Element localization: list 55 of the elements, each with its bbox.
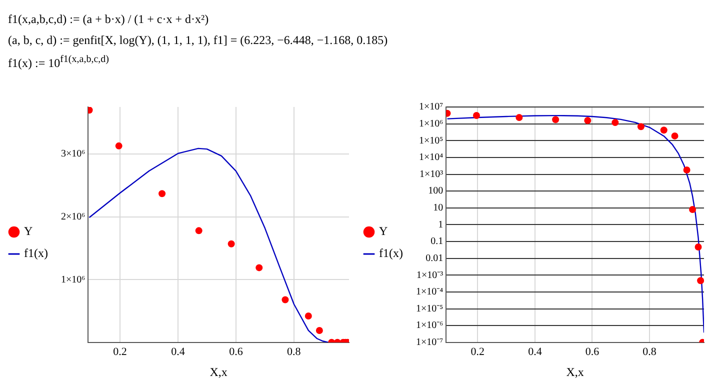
text: (a, b, c, d) := genfit[X, log(Y), (1, 1, 1, 1), f1] = (6.223, −6.448, −1.168, 0.185) bbox=[8, 33, 389, 48]
point bbox=[256, 264, 263, 272]
y-tick-label: 3×10⁶ bbox=[60, 148, 86, 160]
point bbox=[689, 206, 696, 214]
point bbox=[472, 112, 480, 119]
x-tick-label: 0.8 bbox=[642, 346, 657, 358]
y-tick-label: 1×10⁶ bbox=[418, 118, 444, 130]
point bbox=[228, 240, 235, 248]
x-tick-label: 0.2 bbox=[470, 346, 485, 358]
point bbox=[282, 296, 289, 304]
y-tick-label: 1×10⁻⁵ bbox=[416, 303, 444, 314]
legend-label: Y bbox=[24, 224, 33, 238]
y-tick-label: 100 bbox=[428, 186, 444, 197]
x-tick-label: 0.4 bbox=[171, 346, 186, 358]
point bbox=[612, 119, 619, 126]
y-tick-label: 0.01 bbox=[426, 252, 444, 264]
point bbox=[516, 114, 523, 122]
x-tick-label: 0.6 bbox=[229, 346, 244, 358]
legend-label: Y bbox=[379, 224, 388, 238]
point bbox=[671, 132, 678, 140]
x-tick-label: 0.2 bbox=[113, 346, 127, 358]
point bbox=[195, 227, 202, 234]
point bbox=[316, 326, 323, 334]
y-tick-label: 1×10⁷ bbox=[418, 102, 444, 113]
text: f1(x) := 10$^{f1(x,a,b,c,d)}$ bbox=[8, 54, 110, 71]
point bbox=[637, 123, 644, 130]
y-tick-label: 1×10³ bbox=[419, 168, 444, 180]
point bbox=[584, 117, 592, 124]
y-tick-label: 1×10⁻³ bbox=[416, 270, 444, 281]
point bbox=[158, 190, 166, 198]
legend-label: f1(x) bbox=[24, 246, 48, 260]
point bbox=[552, 116, 560, 124]
y-tick-label: 1×10⁻⁴ bbox=[416, 286, 444, 298]
y-tick-label: 1×10⁴ bbox=[418, 152, 444, 164]
y-tick-label: 0.1 bbox=[430, 236, 444, 248]
x-axis-title: X,x bbox=[210, 364, 228, 379]
x-tick-label: 0.6 bbox=[585, 346, 600, 358]
point bbox=[683, 166, 690, 174]
text: f1(x,a,b,c,d) := (a + b·x) / (1 + c·x + d·x²) bbox=[8, 12, 210, 27]
point bbox=[304, 312, 312, 320]
legend-label: f1(x) bbox=[379, 246, 403, 260]
x-tick-label: 0.4 bbox=[528, 346, 542, 358]
x-tick-label: 0.8 bbox=[287, 346, 302, 358]
y-tick-label: 2×10⁶ bbox=[60, 211, 86, 222]
point bbox=[660, 126, 668, 134]
x-axis-title: X,x bbox=[566, 364, 584, 379]
y-tick-label: 10 bbox=[433, 202, 444, 214]
y-tick-label: 1×10⁵ bbox=[418, 135, 444, 146]
y-tick-label: 1×10⁻⁶ bbox=[416, 320, 444, 332]
point bbox=[115, 142, 122, 150]
point bbox=[697, 277, 704, 284]
y-tick-label: 1×10⁻⁷ bbox=[416, 337, 444, 348]
y-tick-label: 1 bbox=[438, 219, 444, 230]
point bbox=[694, 244, 702, 251]
y-tick-label: 1×10⁶ bbox=[60, 274, 86, 286]
